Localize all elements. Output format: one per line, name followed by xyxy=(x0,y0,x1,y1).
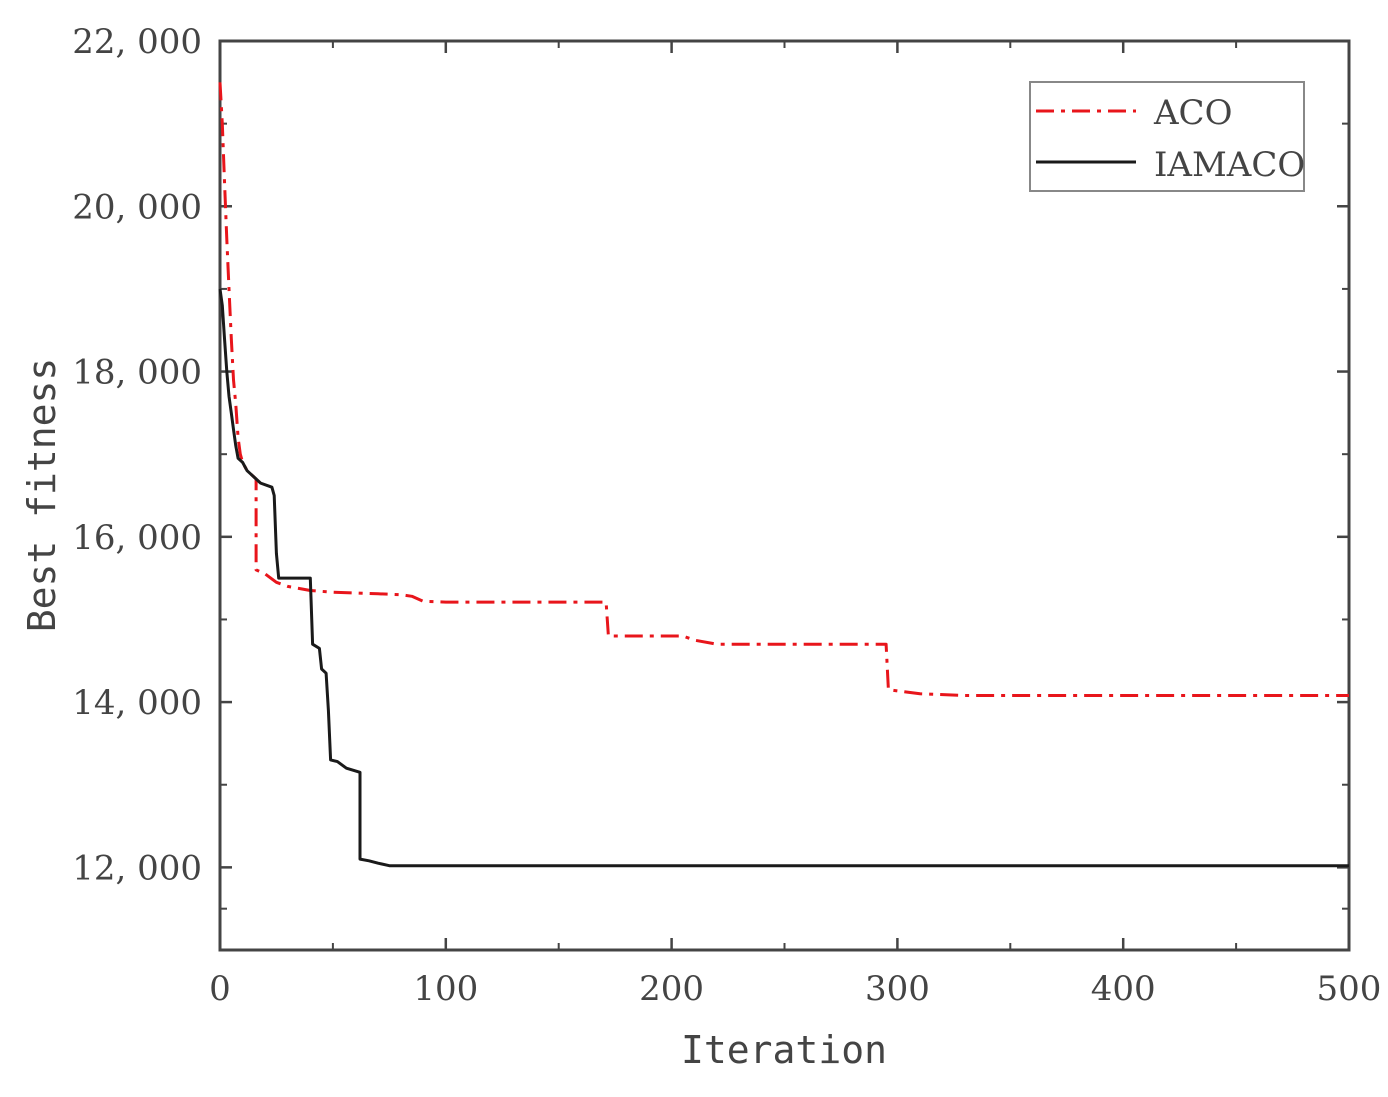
y-tick-label: 12, 000 xyxy=(72,848,202,888)
x-tick-label: 500 xyxy=(1317,969,1382,1009)
y-tick-label: 14, 000 xyxy=(72,683,202,723)
series-line-iamaco xyxy=(218,288,1349,868)
x-tick-label: 400 xyxy=(1091,969,1156,1009)
tick-labels: 0 100 200 300 400 500 12, 000 14, 000 16, 000 18,… xyxy=(72,22,1381,1009)
legend: ACO IAMACO xyxy=(1029,81,1305,192)
legend-label-aco: ACO xyxy=(1153,93,1232,133)
x-tick-label: 0 xyxy=(209,969,231,1009)
series-layer xyxy=(218,82,1349,868)
x-tick-label: 300 xyxy=(865,969,930,1009)
legend-label-iamaco: IAMACO xyxy=(1154,145,1305,185)
x-tick-label: 100 xyxy=(413,969,478,1009)
y-axis-title: Best fitness xyxy=(20,358,64,633)
plot-area xyxy=(218,39,1351,952)
x-axis-title: Iteration xyxy=(681,1028,887,1072)
y-tick-label: 22, 000 xyxy=(72,22,202,62)
legend-box xyxy=(1029,81,1305,192)
y-tick-label: 20, 000 xyxy=(72,187,202,227)
y-tick-label: 16, 000 xyxy=(72,518,202,558)
y-tick-label: 18, 000 xyxy=(72,353,202,393)
x-tick-label: 200 xyxy=(639,969,704,1009)
